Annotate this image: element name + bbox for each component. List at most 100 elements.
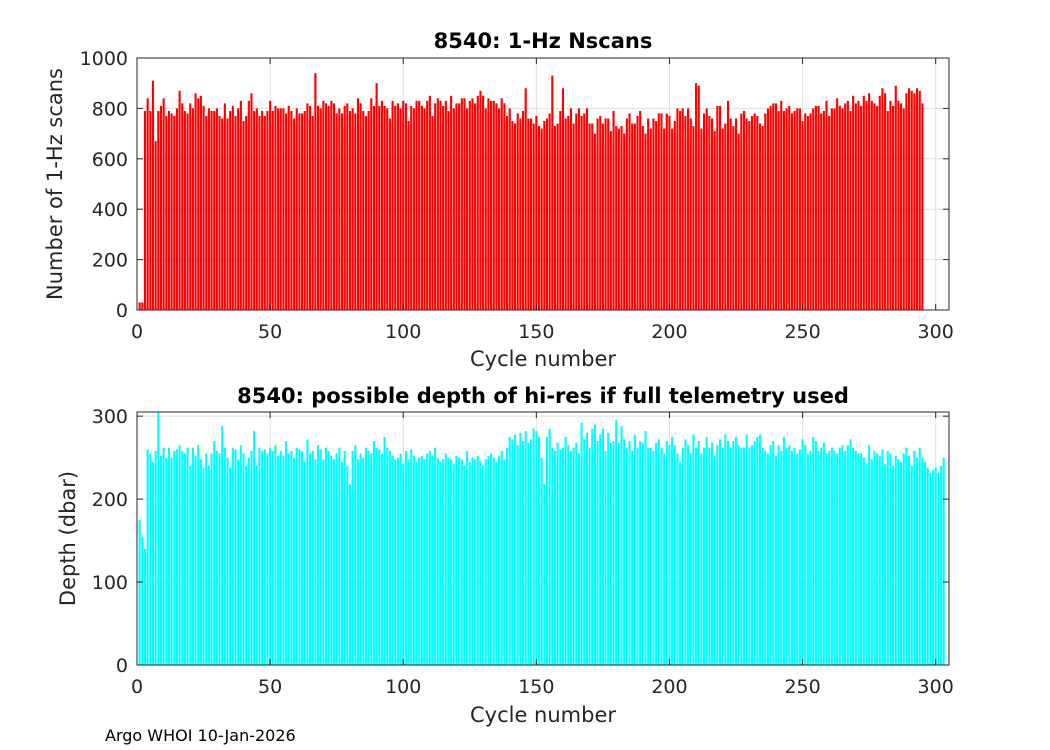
bar	[745, 434, 748, 665]
bar	[705, 436, 708, 665]
bar	[828, 115, 831, 311]
bar	[149, 110, 152, 310]
bar	[484, 108, 487, 311]
bar	[213, 441, 216, 665]
bar	[668, 115, 671, 311]
bar	[202, 105, 205, 310]
bar	[556, 123, 559, 311]
bar	[434, 447, 437, 665]
bar	[293, 457, 296, 665]
bar	[591, 123, 594, 311]
bar	[524, 431, 527, 665]
bar	[202, 467, 205, 665]
bar	[545, 118, 549, 310]
bar	[729, 447, 732, 665]
bar	[641, 126, 644, 310]
bar	[708, 115, 711, 311]
bar	[375, 83, 378, 310]
bar	[559, 110, 562, 310]
bar	[721, 447, 724, 665]
bar	[162, 447, 165, 665]
bar	[641, 442, 644, 665]
bar	[540, 457, 543, 665]
bar	[852, 95, 855, 310]
bar	[372, 441, 376, 665]
bar	[226, 118, 229, 310]
y-tick-label: 1000	[80, 48, 128, 70]
bar	[218, 453, 221, 665]
bar	[748, 447, 751, 665]
bar	[873, 450, 876, 665]
bar	[551, 447, 554, 665]
bar	[830, 108, 833, 311]
bar	[253, 431, 256, 665]
bar	[593, 133, 596, 310]
bar	[285, 441, 288, 665]
bar	[447, 110, 450, 310]
bar	[833, 450, 836, 665]
bar	[255, 108, 258, 311]
bar	[492, 457, 495, 665]
bar	[314, 73, 317, 311]
bar	[697, 85, 700, 310]
bar	[468, 100, 471, 310]
bar	[788, 105, 791, 310]
bar	[761, 447, 764, 665]
bar	[359, 453, 362, 665]
bar	[229, 110, 232, 310]
bar	[615, 126, 618, 310]
bar	[812, 436, 815, 665]
bar	[833, 108, 836, 311]
bar	[245, 115, 248, 311]
bar	[585, 108, 588, 311]
bar	[300, 450, 304, 665]
bar	[479, 90, 482, 310]
bar	[162, 98, 165, 310]
bar	[644, 431, 647, 665]
bar	[740, 113, 743, 310]
bar	[330, 100, 333, 310]
bar	[351, 450, 354, 665]
bar	[487, 98, 490, 310]
bar	[439, 100, 442, 310]
bar	[801, 439, 804, 665]
bar	[471, 457, 474, 665]
x-axis-label: Cycle number	[470, 347, 616, 371]
bar	[665, 113, 668, 310]
bar	[410, 449, 413, 665]
x-tick-label: 100	[385, 321, 421, 343]
bar	[476, 455, 479, 665]
bar	[798, 449, 801, 665]
x-tick-label: 250	[784, 676, 820, 698]
bar	[923, 461, 927, 665]
bar	[442, 105, 445, 310]
bar	[383, 436, 386, 665]
bar	[548, 113, 551, 310]
bar	[500, 450, 503, 665]
bar	[681, 108, 684, 311]
bar	[383, 105, 386, 310]
bar	[628, 441, 631, 665]
bar	[939, 465, 943, 665]
bar	[742, 447, 746, 665]
bar	[796, 453, 799, 665]
bar	[231, 447, 234, 665]
bar	[569, 108, 573, 311]
bar	[697, 441, 700, 665]
bar	[428, 95, 431, 310]
bar	[716, 445, 719, 665]
bar	[311, 115, 314, 311]
bar	[905, 447, 908, 665]
bar	[338, 447, 341, 665]
bar	[777, 110, 780, 310]
bar	[838, 105, 841, 310]
bar	[327, 450, 330, 665]
bar	[793, 447, 796, 665]
bar	[170, 113, 173, 310]
bar	[394, 105, 397, 310]
bar	[753, 441, 756, 665]
bar	[535, 431, 538, 665]
bar	[596, 118, 599, 310]
bar	[338, 108, 341, 311]
bar	[825, 453, 828, 665]
